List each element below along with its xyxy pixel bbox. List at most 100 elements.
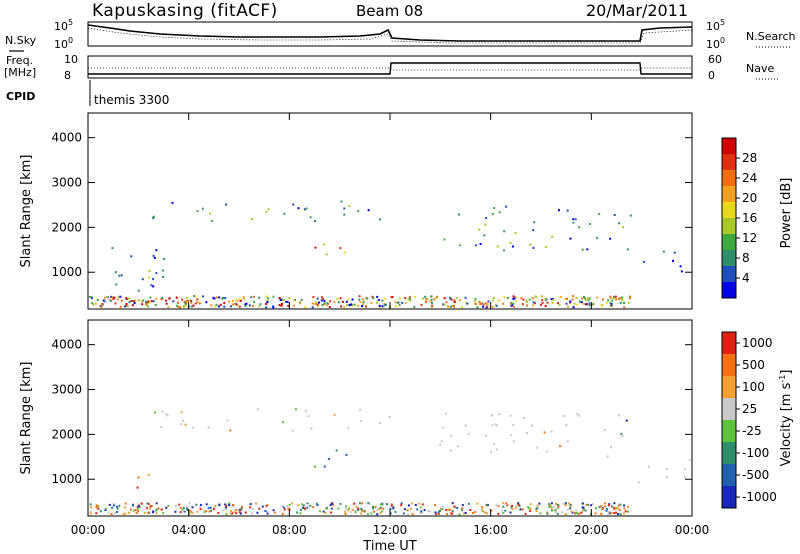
- heatmap-cell: [484, 511, 487, 514]
- heatmap-cell: [594, 512, 597, 515]
- heatmap-cell: [194, 302, 197, 305]
- heatmap-cell: [579, 300, 581, 303]
- heatmap-cell: [455, 297, 458, 299]
- heatmap-cell: [503, 230, 506, 233]
- heatmap-cell: [349, 511, 352, 514]
- heatmap-cell: [613, 296, 616, 299]
- heatmap-cell: [569, 505, 572, 508]
- heatmap-cell: [367, 209, 370, 212]
- heatmap-cell: [512, 440, 515, 443]
- heatmap-cell: [243, 297, 246, 300]
- heatmap-cell: [145, 304, 148, 307]
- heatmap-cell: [471, 512, 474, 514]
- heatmap-cell: [503, 249, 505, 252]
- heatmap-cell: [467, 433, 470, 436]
- heatmap-cell: [136, 508, 139, 511]
- heatmap-cell: [273, 511, 276, 514]
- heatmap-cell: [235, 303, 238, 306]
- heatmap-cell: [294, 408, 297, 411]
- heatmap-cell: [626, 248, 629, 251]
- heatmap-cell: [128, 301, 131, 303]
- heatmap-cell: [310, 427, 313, 430]
- heatmap-cell: [615, 511, 617, 514]
- heatmap-cell: [250, 296, 253, 299]
- heatmap-cell: [404, 297, 407, 299]
- heatmap-cell: [561, 511, 564, 514]
- heatmap-cell: [431, 301, 433, 304]
- heatmap-cell: [384, 297, 387, 300]
- heatmap-cell: [110, 295, 113, 298]
- heatmap-cell: [214, 305, 217, 308]
- heatmap-cell: [611, 505, 613, 508]
- heatmap-cell: [359, 502, 361, 505]
- heatmap-cell: [188, 512, 191, 515]
- heatmap-cell: [188, 299, 191, 302]
- heatmap-cell: [600, 512, 603, 515]
- heatmap-cell: [136, 486, 139, 489]
- heatmap-cell: [212, 296, 215, 299]
- heatmap-cell: [344, 513, 347, 515]
- y-tick-label: 3000: [51, 383, 82, 397]
- heatmap-cell: [152, 285, 155, 288]
- heatmap-cell: [228, 504, 230, 507]
- heatmap-cell: [381, 510, 384, 513]
- heatmap-cell: [621, 299, 624, 302]
- heatmap-cell: [438, 510, 441, 513]
- heatmap-cell: [525, 299, 528, 302]
- heatmap-cell: [420, 510, 423, 513]
- heatmap-cell: [509, 511, 512, 514]
- heatmap-cell: [175, 296, 178, 299]
- heatmap-cell: [577, 512, 580, 515]
- heatmap-cell: [291, 429, 294, 432]
- heatmap-cell: [450, 512, 452, 515]
- heatmap-cell: [337, 301, 340, 304]
- heatmap-cell: [288, 503, 291, 506]
- heatmap-cell: [430, 298, 433, 301]
- heatmap-cell: [536, 446, 538, 449]
- heatmap-cell: [347, 427, 350, 430]
- heatmap-cell: [261, 505, 264, 508]
- heatmap-cell: [502, 512, 505, 514]
- heatmap-cell: [613, 508, 616, 511]
- heatmap-cell: [418, 502, 421, 505]
- heatmap-cell: [627, 301, 630, 304]
- heatmap-cell: [551, 235, 554, 238]
- heatmap-cell: [438, 513, 440, 515]
- heatmap-cell: [304, 409, 307, 412]
- heatmap-cell: [604, 502, 607, 505]
- heatmap-cell: [112, 502, 115, 505]
- heatmap-cell: [594, 507, 597, 510]
- heatmap-cell: [623, 507, 626, 510]
- heatmap-cell: [287, 508, 290, 511]
- heatmap-cell: [145, 505, 148, 508]
- heatmap-cell: [205, 503, 208, 506]
- colorbar-layer: 4 8 12 16 20 24 28 1000 500 100 25 -25 -100 -500 -1000: [721, 137, 777, 509]
- heatmap-cell: [580, 301, 583, 304]
- heatmap-cell: [343, 213, 346, 216]
- heatmap-cell: [316, 303, 319, 306]
- heatmap-cell: [127, 511, 130, 514]
- heatmap-cell: [89, 510, 92, 513]
- heatmap-cell: [505, 502, 508, 505]
- heatmap-cell: [564, 504, 567, 507]
- heatmap-cell: [134, 299, 137, 302]
- heatmap-cell: [301, 506, 304, 509]
- colorbar-tick-label: 24: [742, 171, 757, 185]
- heatmap-cell: [360, 512, 363, 515]
- heatmap-cell: [546, 301, 549, 304]
- heatmap-cell: [365, 305, 367, 308]
- colorbar-segment: [722, 398, 736, 421]
- x-tick-label: 00:00: [675, 523, 710, 537]
- heatmap-cell: [265, 504, 268, 507]
- heatmap-cell: [553, 509, 556, 511]
- heatmap-cell: [357, 507, 360, 510]
- heatmap-cell: [544, 305, 547, 307]
- heatmap-cell: [419, 506, 422, 509]
- heatmap-cell: [315, 301, 317, 304]
- heatmap-cell: [107, 511, 110, 514]
- heatmap-cell: [126, 305, 129, 308]
- heatmap-cell: [248, 304, 251, 307]
- heatmap-cell: [413, 306, 416, 308]
- heatmap-cell: [130, 255, 133, 258]
- heatmap-cell: [339, 247, 342, 250]
